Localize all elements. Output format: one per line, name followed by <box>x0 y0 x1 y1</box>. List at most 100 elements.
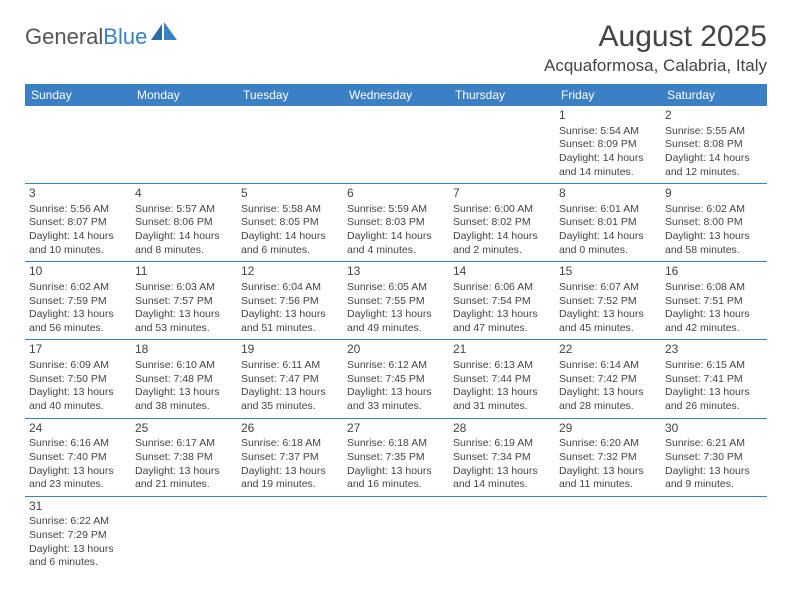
sunset-text: Sunset: 8:03 PM <box>347 216 445 230</box>
daylight-text: Daylight: 13 hours and 40 minutes. <box>29 386 127 413</box>
calendar-day-cell: 9Sunrise: 6:02 AMSunset: 8:00 PMDaylight… <box>661 184 767 262</box>
calendar-day-cell <box>343 106 449 184</box>
sunrise-text: Sunrise: 6:04 AM <box>241 281 339 295</box>
daylight-text: Daylight: 13 hours and 6 minutes. <box>29 543 127 570</box>
day-number: 24 <box>29 421 127 437</box>
calendar-day-cell: 7Sunrise: 6:00 AMSunset: 8:02 PMDaylight… <box>449 184 555 262</box>
sunrise-text: Sunrise: 5:59 AM <box>347 203 445 217</box>
dow-friday: Friday <box>555 84 661 106</box>
day-number: 26 <box>241 421 339 437</box>
sunrise-text: Sunrise: 6:14 AM <box>559 359 657 373</box>
sunset-text: Sunset: 8:05 PM <box>241 216 339 230</box>
calendar-day-cell: 30Sunrise: 6:21 AMSunset: 7:30 PMDayligh… <box>661 418 767 496</box>
sunset-text: Sunset: 7:30 PM <box>665 451 763 465</box>
day-number: 28 <box>453 421 551 437</box>
daylight-text: Daylight: 13 hours and 53 minutes. <box>135 308 233 335</box>
sunrise-text: Sunrise: 6:21 AM <box>665 437 763 451</box>
sunrise-text: Sunrise: 6:16 AM <box>29 437 127 451</box>
daylight-text: Daylight: 13 hours and 19 minutes. <box>241 465 339 492</box>
day-number: 22 <box>559 342 657 358</box>
daylight-text: Daylight: 13 hours and 47 minutes. <box>453 308 551 335</box>
daylight-text: Daylight: 14 hours and 10 minutes. <box>29 230 127 257</box>
sunset-text: Sunset: 7:52 PM <box>559 295 657 309</box>
sunrise-text: Sunrise: 6:02 AM <box>29 281 127 295</box>
daylight-text: Daylight: 13 hours and 45 minutes. <box>559 308 657 335</box>
sunrise-text: Sunrise: 6:01 AM <box>559 203 657 217</box>
day-number: 29 <box>559 421 657 437</box>
sunset-text: Sunset: 7:56 PM <box>241 295 339 309</box>
sunset-text: Sunset: 7:34 PM <box>453 451 551 465</box>
calendar-day-cell: 14Sunrise: 6:06 AMSunset: 7:54 PMDayligh… <box>449 262 555 340</box>
daylight-text: Daylight: 13 hours and 35 minutes. <box>241 386 339 413</box>
calendar-day-cell: 18Sunrise: 6:10 AMSunset: 7:48 PMDayligh… <box>131 340 237 418</box>
calendar-day-cell: 23Sunrise: 6:15 AMSunset: 7:41 PMDayligh… <box>661 340 767 418</box>
sunrise-text: Sunrise: 5:56 AM <box>29 203 127 217</box>
daylight-text: Daylight: 14 hours and 12 minutes. <box>665 152 763 179</box>
daylight-text: Daylight: 13 hours and 51 minutes. <box>241 308 339 335</box>
sunrise-text: Sunrise: 6:18 AM <box>347 437 445 451</box>
sunset-text: Sunset: 7:29 PM <box>29 529 127 543</box>
title-block: August 2025 Acquaformosa, Calabria, Ital… <box>544 20 767 76</box>
calendar-day-cell: 20Sunrise: 6:12 AMSunset: 7:45 PMDayligh… <box>343 340 449 418</box>
calendar-day-cell: 29Sunrise: 6:20 AMSunset: 7:32 PMDayligh… <box>555 418 661 496</box>
day-number: 31 <box>29 499 127 515</box>
brand-logo: GeneralBlue <box>25 20 179 50</box>
sunset-text: Sunset: 8:08 PM <box>665 138 763 152</box>
calendar-header-row: Sunday Monday Tuesday Wednesday Thursday… <box>25 84 767 106</box>
page-title: August 2025 <box>544 20 767 54</box>
calendar-day-cell: 22Sunrise: 6:14 AMSunset: 7:42 PMDayligh… <box>555 340 661 418</box>
sunset-text: Sunset: 7:41 PM <box>665 373 763 387</box>
calendar-day-cell: 24Sunrise: 6:16 AMSunset: 7:40 PMDayligh… <box>25 418 131 496</box>
calendar-day-cell <box>555 496 661 574</box>
sunrise-text: Sunrise: 6:06 AM <box>453 281 551 295</box>
calendar-day-cell <box>131 496 237 574</box>
sunrise-text: Sunrise: 6:05 AM <box>347 281 445 295</box>
calendar-day-cell <box>449 106 555 184</box>
daylight-text: Daylight: 13 hours and 31 minutes. <box>453 386 551 413</box>
sunset-text: Sunset: 7:55 PM <box>347 295 445 309</box>
day-number: 20 <box>347 342 445 358</box>
calendar-day-cell <box>237 106 343 184</box>
calendar-day-cell: 10Sunrise: 6:02 AMSunset: 7:59 PMDayligh… <box>25 262 131 340</box>
sunrise-text: Sunrise: 5:57 AM <box>135 203 233 217</box>
sunrise-text: Sunrise: 6:09 AM <box>29 359 127 373</box>
sunset-text: Sunset: 8:00 PM <box>665 216 763 230</box>
calendar-day-cell <box>449 496 555 574</box>
day-number: 6 <box>347 186 445 202</box>
sunset-text: Sunset: 8:09 PM <box>559 138 657 152</box>
sunset-text: Sunset: 7:50 PM <box>29 373 127 387</box>
sunset-text: Sunset: 7:38 PM <box>135 451 233 465</box>
sunset-text: Sunset: 8:02 PM <box>453 216 551 230</box>
sunrise-text: Sunrise: 6:11 AM <box>241 359 339 373</box>
daylight-text: Daylight: 13 hours and 23 minutes. <box>29 465 127 492</box>
calendar-day-cell: 11Sunrise: 6:03 AMSunset: 7:57 PMDayligh… <box>131 262 237 340</box>
brand-part2: Blue <box>103 24 147 50</box>
day-number: 14 <box>453 264 551 280</box>
brand-part1: General <box>25 24 103 50</box>
calendar-day-cell: 19Sunrise: 6:11 AMSunset: 7:47 PMDayligh… <box>237 340 343 418</box>
sunset-text: Sunset: 7:32 PM <box>559 451 657 465</box>
sunrise-text: Sunrise: 6:03 AM <box>135 281 233 295</box>
daylight-text: Daylight: 13 hours and 14 minutes. <box>453 465 551 492</box>
calendar-day-cell: 26Sunrise: 6:18 AMSunset: 7:37 PMDayligh… <box>237 418 343 496</box>
calendar-day-cell: 27Sunrise: 6:18 AMSunset: 7:35 PMDayligh… <box>343 418 449 496</box>
daylight-text: Daylight: 13 hours and 28 minutes. <box>559 386 657 413</box>
sunrise-text: Sunrise: 6:02 AM <box>665 203 763 217</box>
day-number: 25 <box>135 421 233 437</box>
calendar-day-cell: 6Sunrise: 5:59 AMSunset: 8:03 PMDaylight… <box>343 184 449 262</box>
calendar-day-cell: 31Sunrise: 6:22 AMSunset: 7:29 PMDayligh… <box>25 496 131 574</box>
sunset-text: Sunset: 7:57 PM <box>135 295 233 309</box>
calendar-week-row: 10Sunrise: 6:02 AMSunset: 7:59 PMDayligh… <box>25 262 767 340</box>
sunrise-text: Sunrise: 6:10 AM <box>135 359 233 373</box>
sunrise-text: Sunrise: 5:58 AM <box>241 203 339 217</box>
day-number: 11 <box>135 264 233 280</box>
calendar-week-row: 1Sunrise: 5:54 AMSunset: 8:09 PMDaylight… <box>25 106 767 184</box>
sunrise-text: Sunrise: 6:15 AM <box>665 359 763 373</box>
calendar-day-cell: 17Sunrise: 6:09 AMSunset: 7:50 PMDayligh… <box>25 340 131 418</box>
calendar-day-cell: 13Sunrise: 6:05 AMSunset: 7:55 PMDayligh… <box>343 262 449 340</box>
sunset-text: Sunset: 7:44 PM <box>453 373 551 387</box>
sunrise-text: Sunrise: 6:08 AM <box>665 281 763 295</box>
daylight-text: Daylight: 13 hours and 56 minutes. <box>29 308 127 335</box>
sunrise-text: Sunrise: 6:18 AM <box>241 437 339 451</box>
day-number: 18 <box>135 342 233 358</box>
